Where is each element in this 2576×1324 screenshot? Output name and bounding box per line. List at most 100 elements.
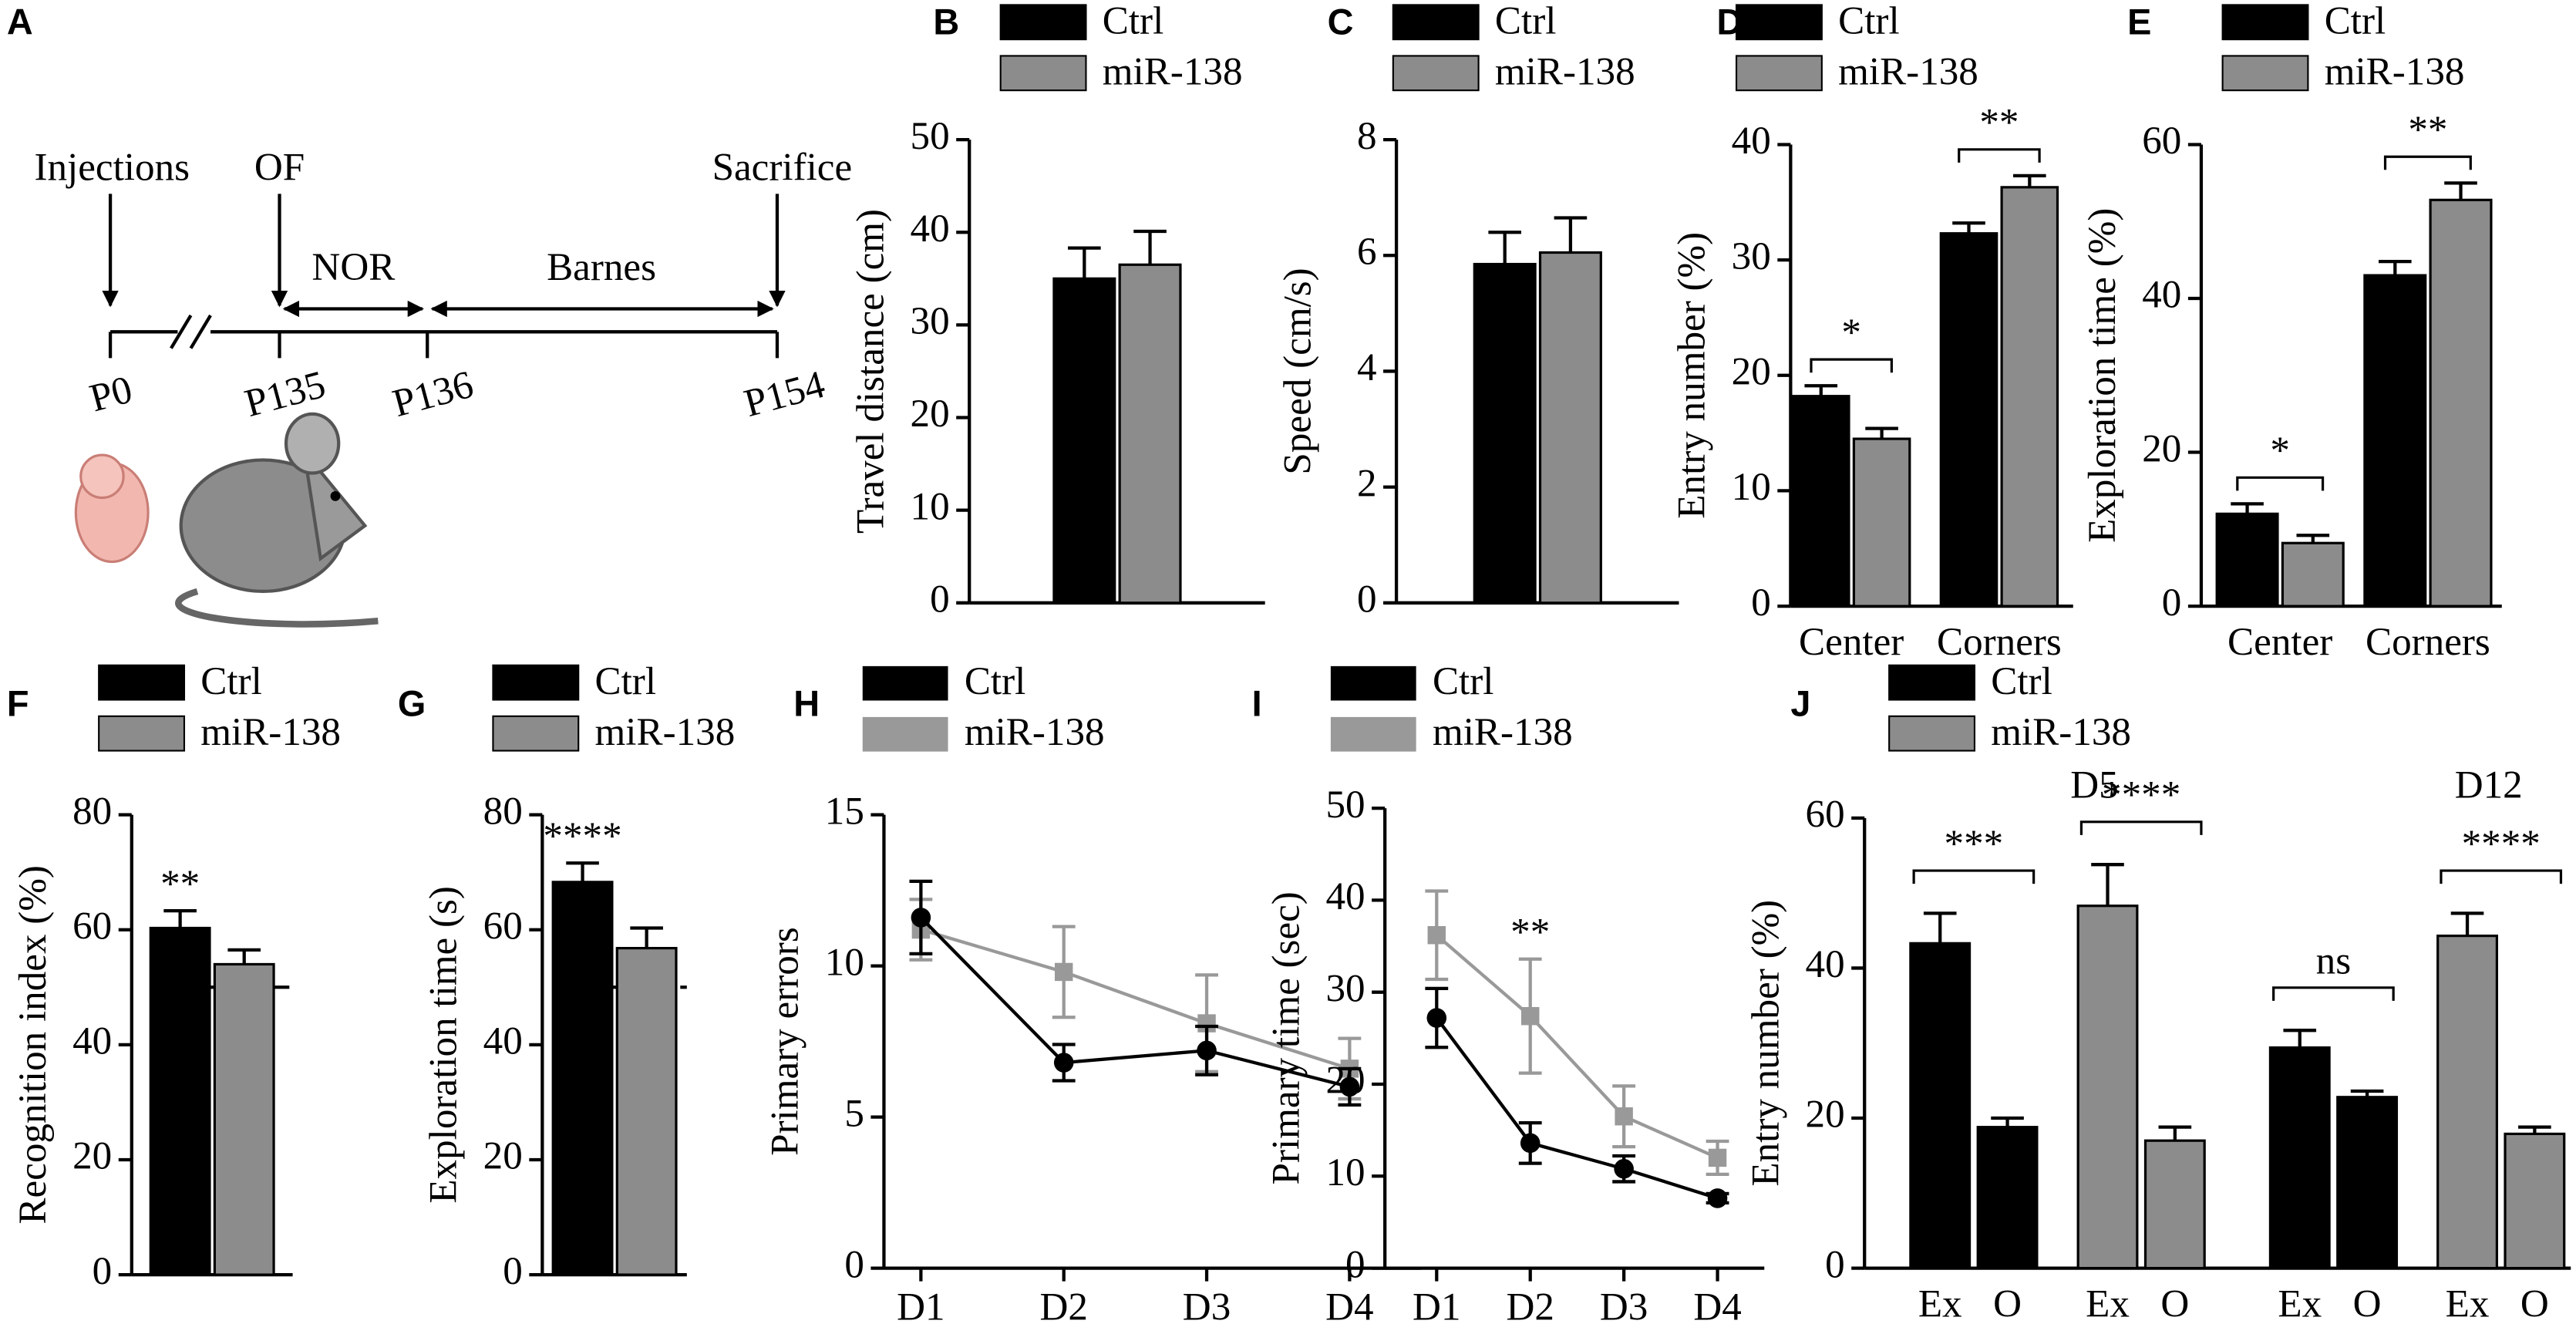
x-tick-label: D3 (1183, 1285, 1231, 1324)
panel-label: C (1328, 2, 1354, 42)
timeline-panel: A Injections OF Sacrifice NOR Barnes P0 … (7, 2, 853, 628)
day-label: P136 (388, 362, 477, 426)
legend-label: Ctrl (1495, 0, 1557, 43)
error-bar (2450, 911, 2484, 936)
marker (1614, 1158, 1634, 1179)
bar (2215, 512, 2279, 608)
bar (2281, 541, 2345, 608)
y-tick-label: 0 (930, 578, 950, 622)
y-tick-label: 60 (2142, 119, 2181, 163)
panel-label: E (2127, 2, 2151, 42)
x-tick-label: D3 (1600, 1285, 1648, 1324)
significance-label: **** (2102, 773, 2180, 817)
legend-swatch (1888, 715, 1976, 752)
y-tick-label: 30 (911, 299, 950, 343)
significance-label: ** (2408, 108, 2447, 152)
legend-label: miR-138 (200, 710, 341, 754)
y-tick-label: 40 (72, 1019, 112, 1063)
bar (149, 926, 211, 1276)
legend-label: Ctrl (200, 659, 262, 703)
x-tick-label: Ex (2278, 1282, 2322, 1324)
y-tick-label: 0 (503, 1249, 523, 1293)
y-tick-label: 10 (911, 484, 950, 528)
significance-bracket (1810, 358, 1893, 373)
marker (1197, 1040, 1217, 1061)
legend-label: Ctrl (595, 659, 657, 703)
error-bar (2379, 259, 2412, 276)
marker (1053, 1053, 1074, 1073)
y-axis-label: Primary time (sec) (1264, 891, 1308, 1184)
legend-swatch (2221, 4, 2309, 41)
y-axis-label: Primary errors (763, 927, 807, 1156)
y-tick-label: 30 (1326, 966, 1365, 1010)
y-tick-label: 4 (1357, 345, 1377, 389)
bar (2000, 186, 2059, 608)
panel-label: A (7, 2, 33, 42)
legend-label: Ctrl (1838, 0, 1900, 43)
error-bar (1923, 911, 1957, 944)
error-bar (2013, 174, 2046, 187)
x-tick-label: Ex (1918, 1282, 1962, 1324)
legend-swatch (1735, 55, 1823, 92)
marker (1339, 1076, 1360, 1097)
y-tick-label: 50 (911, 114, 950, 158)
y-tick-label: 0 (2162, 581, 2182, 625)
legend-swatch (1888, 664, 1976, 701)
y-tick-label: 80 (483, 789, 523, 833)
legend-label: Ctrl (965, 659, 1026, 703)
y-tick-label: 20 (1806, 1093, 1845, 1137)
legend-swatch (999, 4, 1087, 41)
panel-label: G (398, 683, 426, 723)
y-tick-label: 20 (2142, 426, 2181, 470)
error-bar (227, 948, 261, 965)
error-bar (1804, 384, 1838, 396)
marker (1055, 962, 1073, 982)
legend-swatch (1735, 4, 1823, 41)
y-tick-label: 60 (1806, 793, 1845, 837)
x-tick-label: D4 (1693, 1285, 1741, 1324)
group-label: D12 (2455, 763, 2523, 807)
x-tick-label: Ex (2446, 1282, 2490, 1324)
legend-label: Ctrl (1991, 659, 2052, 703)
y-axis-label: Recognition index (%) (11, 865, 55, 1225)
marker (1520, 1133, 1541, 1154)
event-label: OF (254, 145, 305, 189)
y-tick-label: 6 (1357, 230, 1377, 274)
y-tick-label: 10 (1732, 465, 1771, 509)
y-tick-label: 5 (844, 1091, 864, 1135)
x-tick-label: O (1993, 1282, 2022, 1324)
significance-label: ** (160, 862, 200, 906)
span-label: NOR (311, 245, 396, 289)
marker (1708, 1148, 1727, 1167)
legend-swatch (1392, 55, 1480, 92)
significance-label: ns (2316, 939, 2351, 983)
legend-swatch (492, 664, 580, 701)
legend-swatch (98, 715, 186, 752)
y-tick-label: 40 (911, 207, 950, 251)
bar (2143, 1139, 2206, 1270)
y-tick-label: 0 (1825, 1242, 1845, 1286)
legend-label: Ctrl (1433, 659, 1494, 703)
y-tick-label: 10 (825, 940, 864, 984)
group-label: D5 (2070, 763, 2118, 807)
bar (2504, 1132, 2566, 1270)
significance-bracket (2272, 986, 2395, 1001)
error-bar (1554, 216, 1588, 253)
day-label: P154 (739, 362, 829, 426)
x-tick-label: D4 (1325, 1285, 1373, 1324)
x-tick-label: O (2520, 1282, 2549, 1324)
legend-label: miR-138 (1495, 50, 1635, 94)
significance-label: *** (1945, 822, 2004, 866)
x-tick-label: Corners (1937, 620, 2062, 664)
y-axis-label: Travel distance (cm) (848, 209, 892, 534)
event-label: Sacrifice (712, 145, 853, 189)
legend-swatch (1392, 4, 1480, 41)
y-tick-label: 20 (911, 392, 950, 436)
error-bar (2091, 863, 2124, 906)
error-bar (1068, 246, 1101, 279)
x-tick-label: Corners (2366, 620, 2490, 664)
bar (1118, 263, 1182, 605)
error-bar (2283, 1029, 2317, 1048)
series-line (919, 916, 1350, 1089)
bar (2429, 198, 2493, 608)
